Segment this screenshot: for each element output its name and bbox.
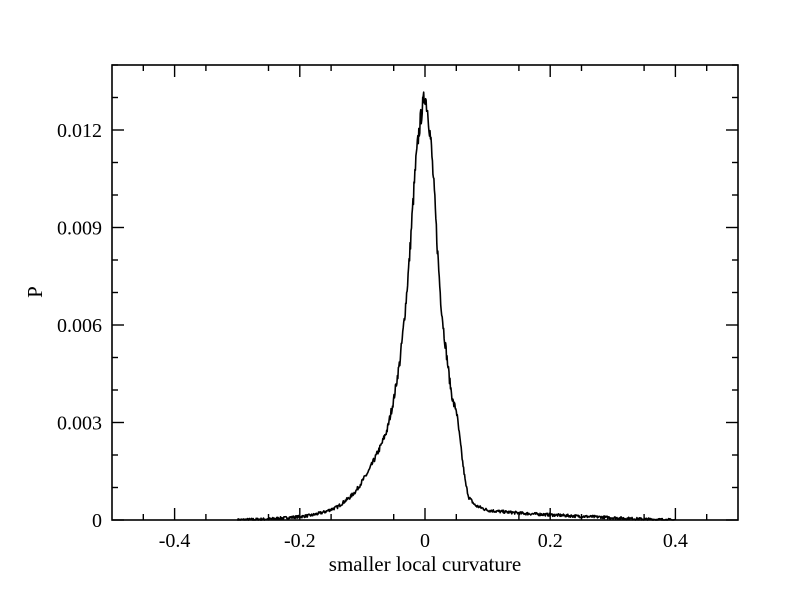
x-tick-label: -0.2 xyxy=(284,530,316,552)
y-tick-label: 0.009 xyxy=(57,218,102,240)
y-tick-label: 0.006 xyxy=(57,315,102,337)
x-tick-label: -0.4 xyxy=(159,530,191,552)
y-tick-label: 0 xyxy=(92,510,102,532)
x-axis-label: smaller local curvature xyxy=(329,552,521,576)
y-tick-labels: 0 0.003 0.006 0.009 0.012 xyxy=(57,120,102,532)
x-tick-label: 0.4 xyxy=(663,530,688,552)
x-tick-label: 0.2 xyxy=(538,530,563,552)
series-line xyxy=(236,91,676,521)
plot-frame xyxy=(111,64,739,521)
tick-marks xyxy=(112,64,738,521)
y-axis-label: P xyxy=(23,286,47,298)
y-tick-label: 0.012 xyxy=(57,120,102,142)
y-tick-label: 0.003 xyxy=(57,413,102,435)
x-tick-labels: -0.4 -0.2 0 0.2 0.4 xyxy=(159,530,688,552)
x-tick-label: 0 xyxy=(420,530,430,552)
